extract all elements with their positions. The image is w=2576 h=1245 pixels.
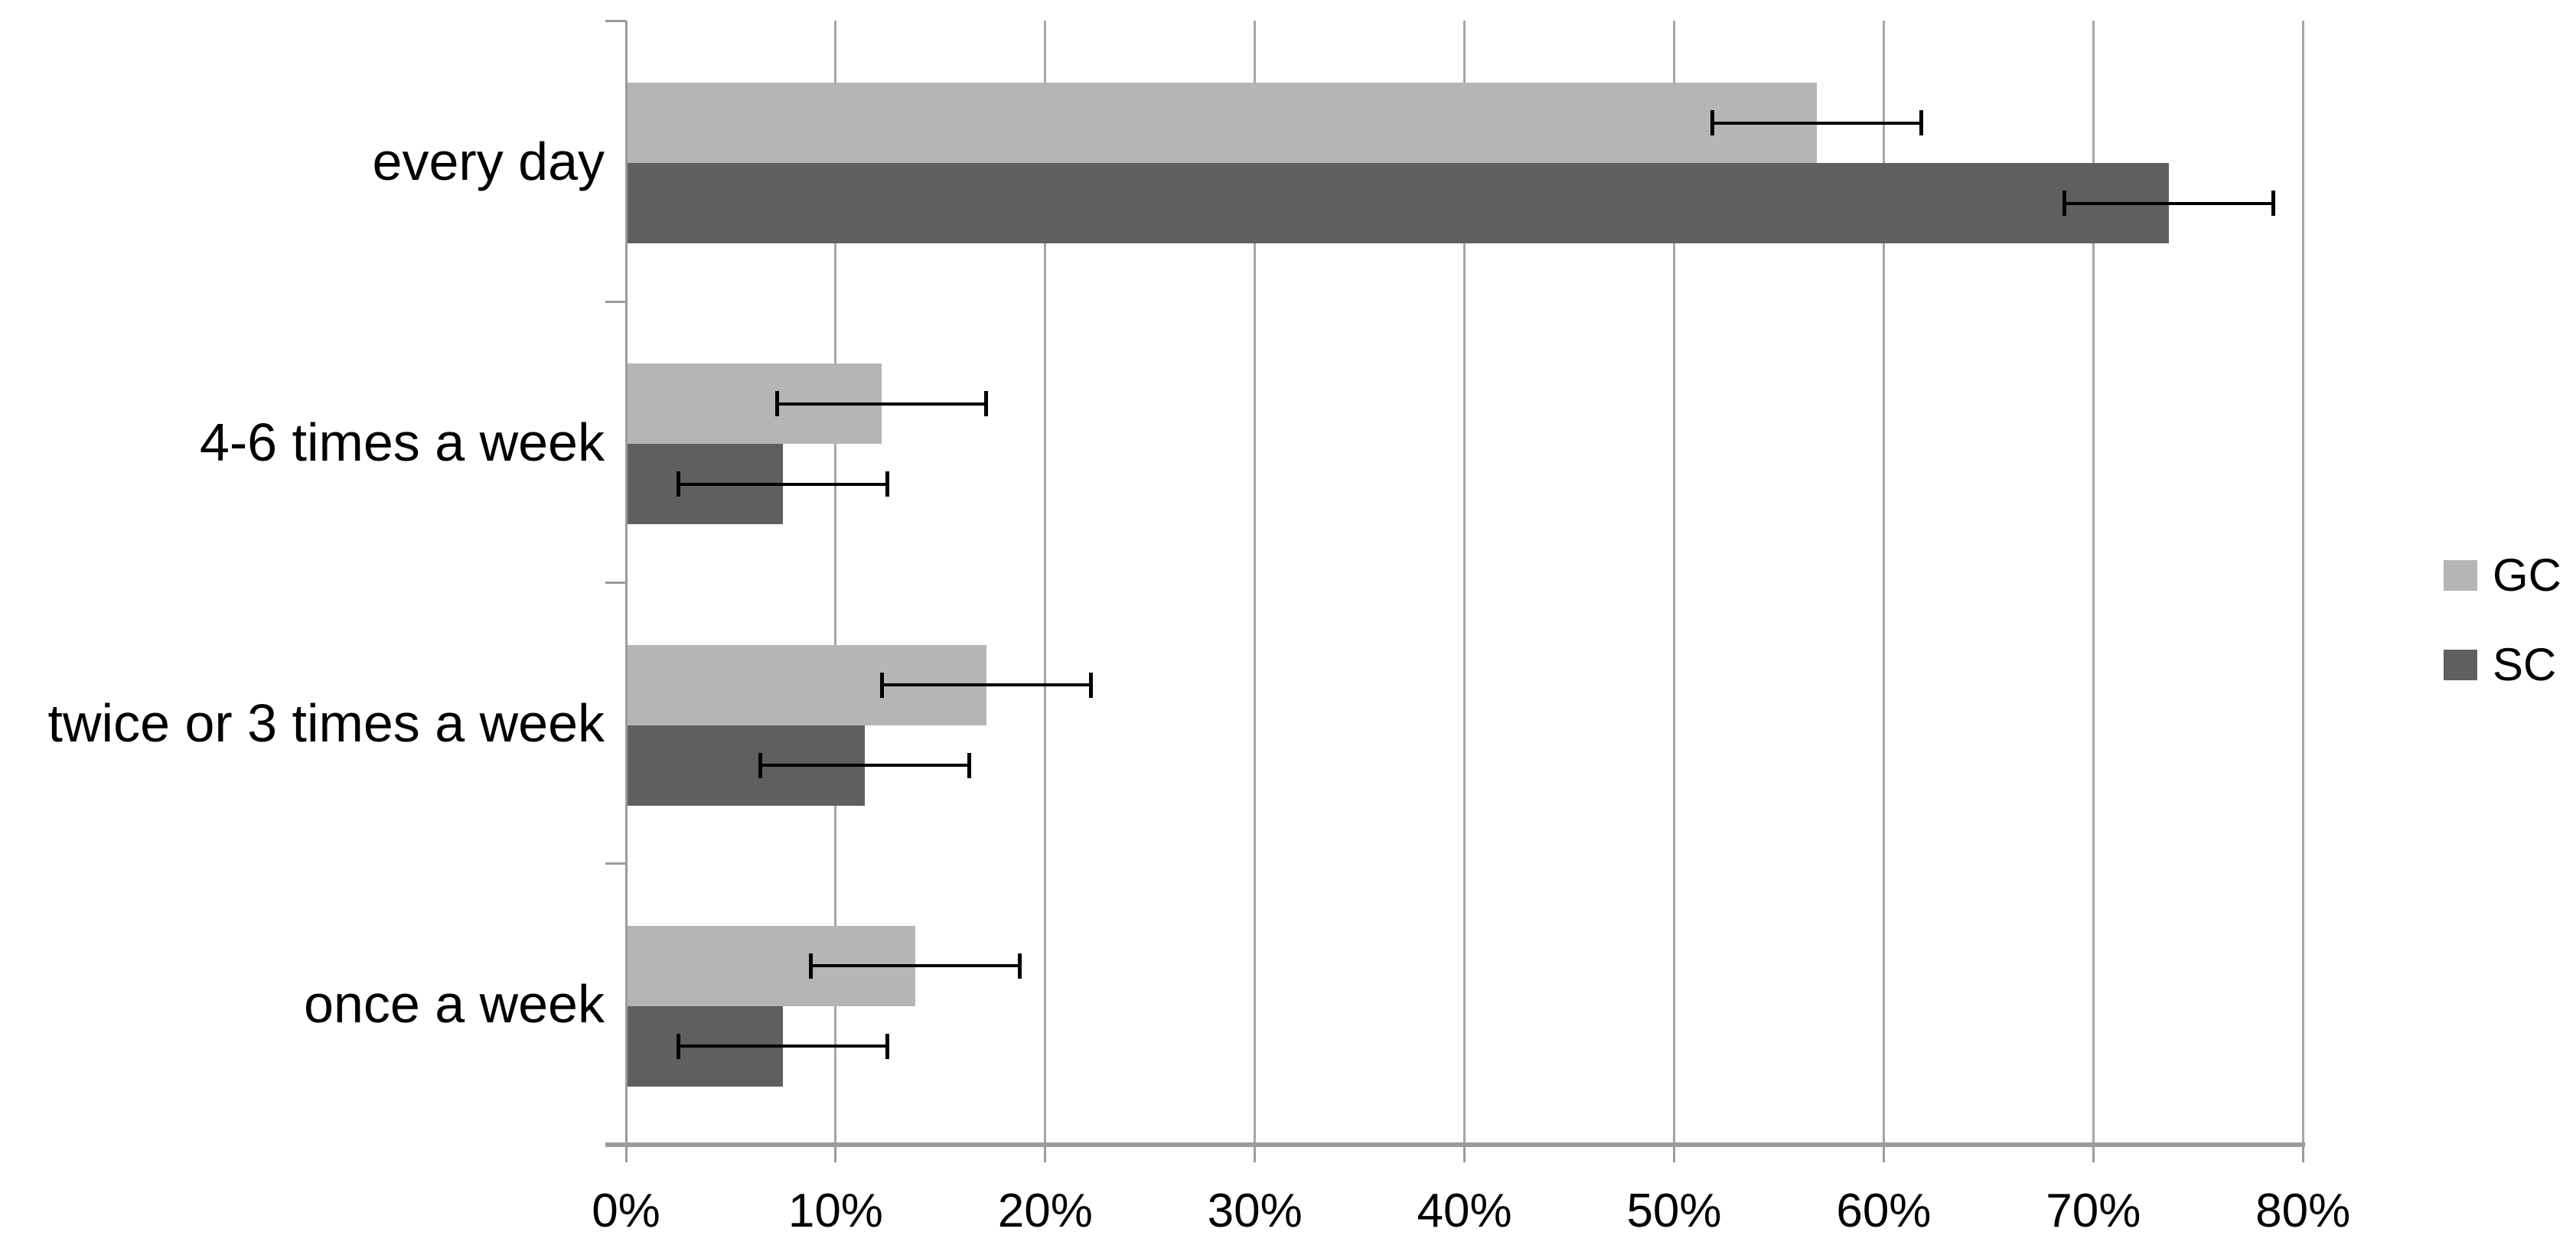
category-label-3: once a week bbox=[303, 974, 605, 1035]
error-bar-cap-high bbox=[2271, 191, 2275, 216]
value-axis-tick bbox=[1882, 1147, 1885, 1162]
value-gridline bbox=[1882, 21, 1885, 1145]
value-axis-tick bbox=[1463, 1147, 1466, 1162]
x-axis-tick-label-7: 70% bbox=[2046, 1185, 2141, 1237]
error-bar-cap-low bbox=[677, 471, 681, 497]
value-gridline bbox=[1673, 21, 1675, 1145]
error-bar-cap-low bbox=[775, 391, 780, 417]
x-axis-tick-label-2: 20% bbox=[997, 1185, 1093, 1237]
category-axis-tick bbox=[605, 862, 626, 865]
error-bar-sc-3 bbox=[678, 1045, 889, 1048]
category-label-0: every day bbox=[372, 131, 605, 191]
category-axis-line bbox=[624, 21, 628, 1162]
value-axis-tick bbox=[624, 1147, 628, 1162]
value-axis-tick bbox=[2301, 1147, 2304, 1162]
category-axis-tick bbox=[605, 19, 626, 22]
value-axis-tick bbox=[2092, 1147, 2095, 1162]
legend-label-gc: GC bbox=[2493, 549, 2561, 601]
value-axis-tick bbox=[1254, 1147, 1257, 1162]
value-gridline bbox=[1044, 21, 1047, 1145]
value-gridline bbox=[2301, 21, 2304, 1145]
x-axis-tick-label-4: 40% bbox=[1417, 1185, 1512, 1237]
legend-swatch-sc bbox=[2444, 650, 2477, 680]
value-axis-tick bbox=[1673, 1147, 1675, 1162]
x-axis-tick-label-6: 60% bbox=[1836, 1185, 1932, 1237]
error-bar-cap-low bbox=[809, 953, 814, 979]
error-bar-cap-high bbox=[885, 1033, 890, 1059]
value-gridline bbox=[1463, 21, 1466, 1145]
error-bar-cap-low bbox=[677, 1033, 681, 1059]
error-bar-sc-0 bbox=[2063, 201, 2274, 205]
x-axis-tick-label-5: 50% bbox=[1626, 1185, 1722, 1237]
category-axis-tick bbox=[605, 582, 626, 584]
bar-sc-0 bbox=[626, 163, 2169, 243]
error-bar-sc-2 bbox=[760, 764, 970, 767]
value-axis-tick bbox=[1044, 1147, 1047, 1162]
x-axis-tick-label-8: 80% bbox=[2255, 1185, 2351, 1237]
error-bar-cap-high bbox=[885, 471, 890, 497]
error-bar-gc-0 bbox=[1711, 121, 1922, 125]
value-axis-tick bbox=[834, 1147, 837, 1162]
x-axis-tick-label-0: 0% bbox=[592, 1185, 660, 1237]
category-label-1: 4-6 times a week bbox=[199, 412, 605, 472]
error-bar-cap-low bbox=[2062, 191, 2066, 216]
error-bar-gc-3 bbox=[810, 964, 1020, 968]
legend-swatch-gc bbox=[2444, 560, 2477, 591]
error-bar-cap-high bbox=[1919, 110, 1923, 135]
error-bar-cap-high bbox=[1089, 672, 1094, 698]
value-axis-line bbox=[605, 1142, 2306, 1147]
error-bar-cap-high bbox=[967, 752, 972, 778]
bar-gc-0 bbox=[626, 83, 1817, 163]
x-axis-tick-label-1: 10% bbox=[787, 1185, 883, 1237]
error-bar-sc-1 bbox=[678, 482, 889, 486]
error-bar-cap-low bbox=[758, 752, 763, 778]
category-axis-tick bbox=[605, 300, 626, 303]
error-bar-gc-2 bbox=[882, 683, 1092, 686]
value-gridline bbox=[2092, 21, 2095, 1145]
error-bar-cap-low bbox=[1710, 110, 1714, 135]
error-bar-gc-1 bbox=[777, 402, 987, 406]
error-bar-cap-high bbox=[984, 391, 989, 417]
error-bar-cap-low bbox=[880, 672, 885, 698]
value-gridline bbox=[834, 21, 837, 1145]
value-gridline bbox=[1254, 21, 1257, 1145]
legend-label-sc: SC bbox=[2493, 639, 2557, 690]
category-label-2: twice or 3 times a week bbox=[47, 693, 605, 754]
x-axis-tick-label-3: 30% bbox=[1207, 1185, 1303, 1237]
error-bar-cap-high bbox=[1017, 953, 1022, 979]
category-axis-tick bbox=[605, 1143, 626, 1146]
